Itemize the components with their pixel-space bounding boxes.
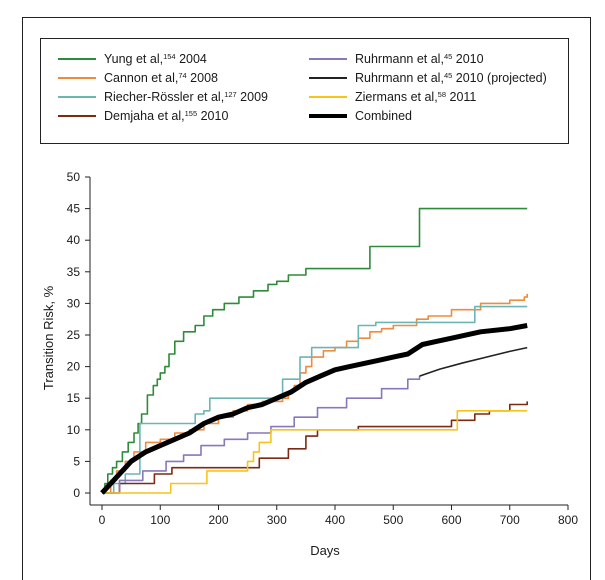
legend-label: Cannon et al,74 2008	[104, 71, 218, 85]
legend: Yung et al,154 2004 Cannon et al,74 2008 R…	[40, 38, 569, 144]
y-tick-label: 15	[67, 391, 81, 405]
series-line-ruhrmann-et-al-2010-projected	[419, 346, 528, 377]
x-tick-label: 600	[441, 513, 461, 527]
series-line-combined	[100, 323, 528, 495]
y-tick-label: 35	[67, 265, 81, 279]
y-tick-label: 10	[67, 423, 81, 437]
legend-label: Ruhrmann et al,45 2010	[355, 52, 484, 66]
legend-reference: 155	[184, 109, 198, 118]
legend-reference: 154	[163, 52, 176, 61]
legend-reference: 58	[437, 90, 447, 99]
x-tick-label: 400	[325, 513, 345, 527]
legend-swatch	[309, 77, 347, 79]
x-tick-label: 800	[558, 513, 578, 527]
legend-swatch	[309, 114, 347, 118]
legend-swatch	[58, 58, 96, 60]
legend-swatch	[309, 58, 347, 60]
legend-swatch	[58, 77, 96, 79]
legend-label: Yung et al,154 2004	[104, 52, 207, 66]
series-line-riecher-r-ssler-et-al-2009	[102, 305, 528, 494]
legend-label: Ruhrmann et al,45 2010 (projected)	[355, 71, 547, 85]
y-tick-label: 25	[67, 328, 81, 342]
y-axis-title: Transition Risk, %	[41, 285, 56, 390]
y-tick-label: 50	[67, 170, 81, 184]
y-tick-label: 40	[67, 233, 81, 247]
y-tick-label: 30	[67, 296, 81, 310]
series-line-ziermans-et-al-2011	[102, 410, 528, 494]
legend-label: Riecher-Rössler et al,127 2009	[104, 90, 268, 104]
series-line-yung-et-al-2004	[102, 207, 528, 494]
x-tick-label: 0	[99, 513, 106, 527]
legend-reference: 45	[443, 52, 453, 61]
legend-swatch	[309, 96, 347, 98]
x-tick-label: 700	[500, 513, 520, 527]
legend-swatch	[58, 115, 96, 117]
y-tick-label: 20	[67, 360, 81, 374]
legend-reference: 74	[178, 71, 187, 80]
x-tick-label: 300	[267, 513, 287, 527]
x-tick-label: 100	[150, 513, 170, 527]
legend-label: Combined	[355, 109, 412, 123]
series-line-demjaha-et-al-2010	[102, 401, 528, 494]
figure-frame	[22, 17, 591, 580]
y-tick-label: 45	[67, 202, 81, 216]
legend-swatch	[58, 96, 96, 98]
x-tick-label: 200	[208, 513, 228, 527]
legend-reference: 127	[224, 90, 237, 99]
y-tick-label: 0	[73, 486, 80, 500]
legend-label: Demjaha et al,155 2010	[104, 109, 229, 123]
x-axis-title: Days	[310, 543, 340, 558]
legend-reference: 45	[443, 71, 453, 80]
series-line-ruhrmann-et-al-2010	[102, 376, 421, 494]
legend-label: Ziermans et al,58 2011	[355, 90, 477, 104]
x-tick-label: 500	[383, 513, 403, 527]
y-tick-label: 5	[73, 454, 80, 468]
